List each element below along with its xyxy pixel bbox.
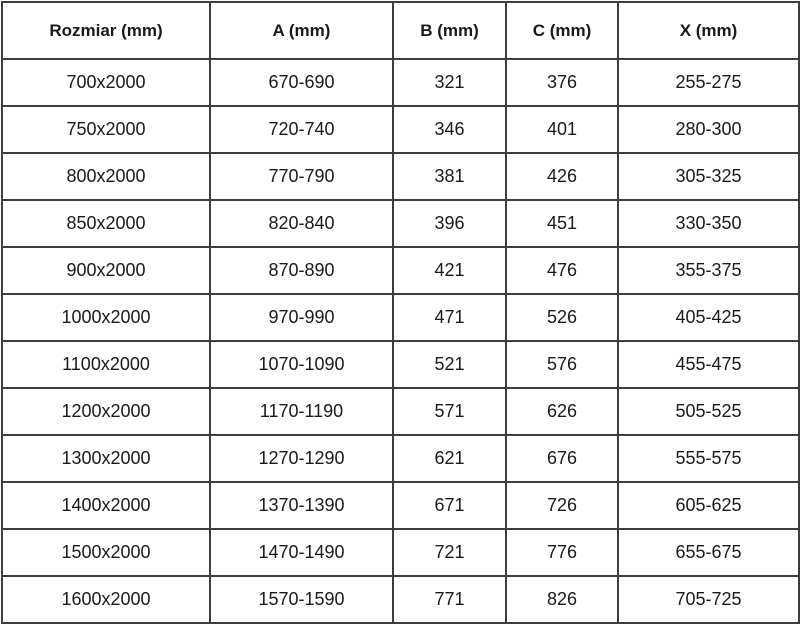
column-header-rozmiar: Rozmiar (mm) — [1, 1, 211, 60]
table-cell-b: 421 — [392, 246, 507, 295]
column-header-x: X (mm) — [617, 1, 800, 60]
table-cell-x: 655-675 — [617, 528, 800, 577]
table-cell-b: 521 — [392, 340, 507, 389]
table-row: 1500x2000 1470-1490 721 776 655-675 — [1, 528, 800, 577]
table-cell-b: 396 — [392, 199, 507, 248]
table-cell-c: 626 — [505, 387, 619, 436]
table-cell-a: 970-990 — [209, 293, 394, 342]
table-cell-x: 455-475 — [617, 340, 800, 389]
table-cell-rozmiar: 800x2000 — [1, 152, 211, 201]
table-cell-rozmiar: 900x2000 — [1, 246, 211, 295]
table-row: 850x2000 820-840 396 451 330-350 — [1, 199, 800, 248]
table-cell-a: 720-740 — [209, 105, 394, 154]
table-cell-c: 401 — [505, 105, 619, 154]
table-cell-b: 671 — [392, 481, 507, 530]
table-cell-a: 870-890 — [209, 246, 394, 295]
table-cell-a: 670-690 — [209, 58, 394, 107]
table-row: 1100x2000 1070-1090 521 576 455-475 — [1, 340, 800, 389]
table-row: 900x2000 870-890 421 476 355-375 — [1, 246, 800, 295]
column-header-c: C (mm) — [505, 1, 619, 60]
table-cell-b: 346 — [392, 105, 507, 154]
header-row: Rozmiar (mm) A (mm) B (mm) C (mm) X (mm) — [1, 1, 800, 60]
table-header: Rozmiar (mm) A (mm) B (mm) C (mm) X (mm) — [1, 1, 800, 60]
table-cell-rozmiar: 1000x2000 — [1, 293, 211, 342]
table-row: 700x2000 670-690 321 376 255-275 — [1, 58, 800, 107]
table-cell-c: 376 — [505, 58, 619, 107]
table-cell-a: 1370-1390 — [209, 481, 394, 530]
table-row: 1300x2000 1270-1290 621 676 555-575 — [1, 434, 800, 483]
table-cell-b: 571 — [392, 387, 507, 436]
table-cell-a: 1570-1590 — [209, 575, 394, 624]
table-cell-c: 451 — [505, 199, 619, 248]
table-cell-b: 621 — [392, 434, 507, 483]
table-cell-b: 321 — [392, 58, 507, 107]
table-cell-rozmiar: 750x2000 — [1, 105, 211, 154]
table-row: 1400x2000 1370-1390 671 726 605-625 — [1, 481, 800, 530]
table-cell-b: 721 — [392, 528, 507, 577]
table-cell-c: 476 — [505, 246, 619, 295]
table-cell-c: 726 — [505, 481, 619, 530]
table-cell-b: 471 — [392, 293, 507, 342]
table-cell-x: 605-625 — [617, 481, 800, 530]
table-cell-rozmiar: 1100x2000 — [1, 340, 211, 389]
table-row: 800x2000 770-790 381 426 305-325 — [1, 152, 800, 201]
table-row: 1000x2000 970-990 471 526 405-425 — [1, 293, 800, 342]
table-cell-x: 555-575 — [617, 434, 800, 483]
table-cell-x: 355-375 — [617, 246, 800, 295]
table-cell-x: 305-325 — [617, 152, 800, 201]
table-cell-rozmiar: 1200x2000 — [1, 387, 211, 436]
table-cell-a: 1270-1290 — [209, 434, 394, 483]
table-cell-rozmiar: 1400x2000 — [1, 481, 211, 530]
table-cell-c: 676 — [505, 434, 619, 483]
table-cell-a: 770-790 — [209, 152, 394, 201]
table-row: 1200x2000 1170-1190 571 626 505-525 — [1, 387, 800, 436]
table-cell-c: 776 — [505, 528, 619, 577]
table-cell-rozmiar: 1300x2000 — [1, 434, 211, 483]
table-cell-x: 705-725 — [617, 575, 800, 624]
table-cell-c: 426 — [505, 152, 619, 201]
table-cell-a: 1170-1190 — [209, 387, 394, 436]
table-cell-x: 505-525 — [617, 387, 800, 436]
table-cell-x: 405-425 — [617, 293, 800, 342]
table-cell-c: 576 — [505, 340, 619, 389]
table-cell-rozmiar: 700x2000 — [1, 58, 211, 107]
table-cell-x: 255-275 — [617, 58, 800, 107]
table-cell-x: 280-300 — [617, 105, 800, 154]
table-cell-c: 526 — [505, 293, 619, 342]
table-cell-a: 1070-1090 — [209, 340, 394, 389]
table-cell-c: 826 — [505, 575, 619, 624]
table-cell-a: 1470-1490 — [209, 528, 394, 577]
table-cell-b: 381 — [392, 152, 507, 201]
table-row: 1600x2000 1570-1590 771 826 705-725 — [1, 575, 800, 624]
table-cell-rozmiar: 850x2000 — [1, 199, 211, 248]
table-body: 700x2000 670-690 321 376 255-275 750x200… — [1, 58, 800, 624]
column-header-a: A (mm) — [209, 1, 394, 60]
table-cell-x: 330-350 — [617, 199, 800, 248]
table-cell-rozmiar: 1600x2000 — [1, 575, 211, 624]
table-row: 750x2000 720-740 346 401 280-300 — [1, 105, 800, 154]
column-header-b: B (mm) — [392, 1, 507, 60]
table-cell-b: 771 — [392, 575, 507, 624]
table-cell-a: 820-840 — [209, 199, 394, 248]
table-cell-rozmiar: 1500x2000 — [1, 528, 211, 577]
